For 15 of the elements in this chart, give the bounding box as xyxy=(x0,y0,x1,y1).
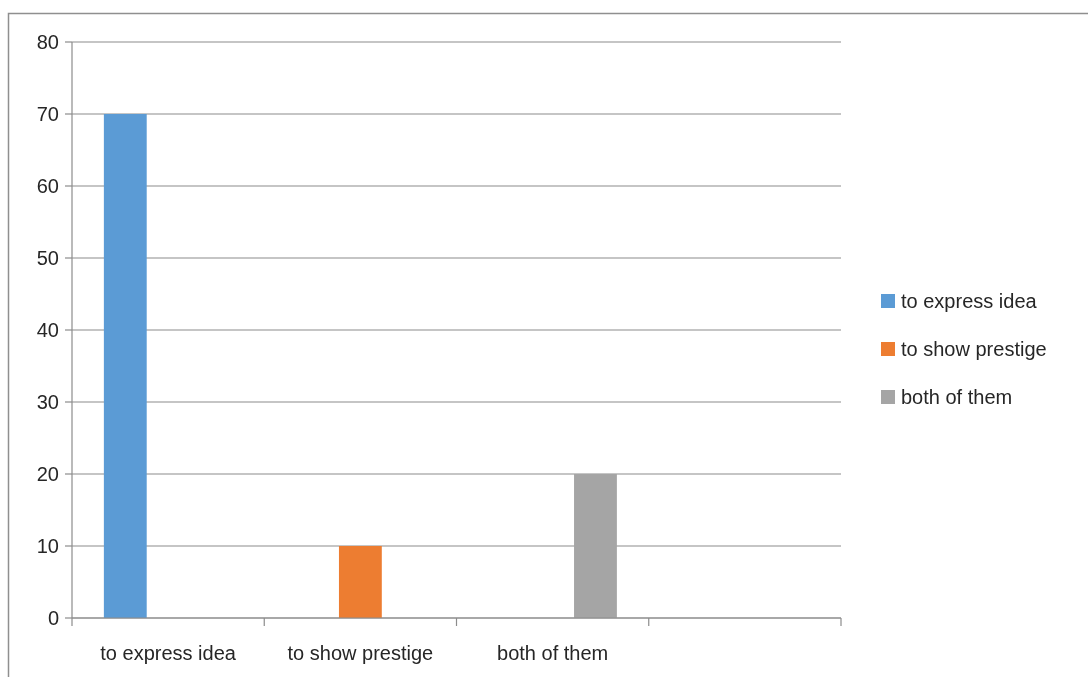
y-tick-label: 30 xyxy=(36,391,59,413)
x-tick-label: to show prestige xyxy=(287,642,434,664)
y-tick-label: 60 xyxy=(36,175,59,197)
y-tick-label: 80 xyxy=(36,31,59,53)
legend-label: both of them xyxy=(901,386,1013,408)
y-tick-label: 40 xyxy=(36,319,59,341)
y-tick-label: 0 xyxy=(47,607,59,629)
legend-label: to express idea xyxy=(901,290,1038,312)
legend-label: to show prestige xyxy=(901,338,1047,360)
x-tick-label: both of them xyxy=(497,642,609,664)
y-tick-label: 20 xyxy=(36,463,59,485)
y-tick-label: 10 xyxy=(36,535,59,557)
y-tick-label: 50 xyxy=(36,247,59,269)
y-tick-label: 70 xyxy=(36,103,59,125)
x-tick-label: to express idea xyxy=(100,642,237,664)
